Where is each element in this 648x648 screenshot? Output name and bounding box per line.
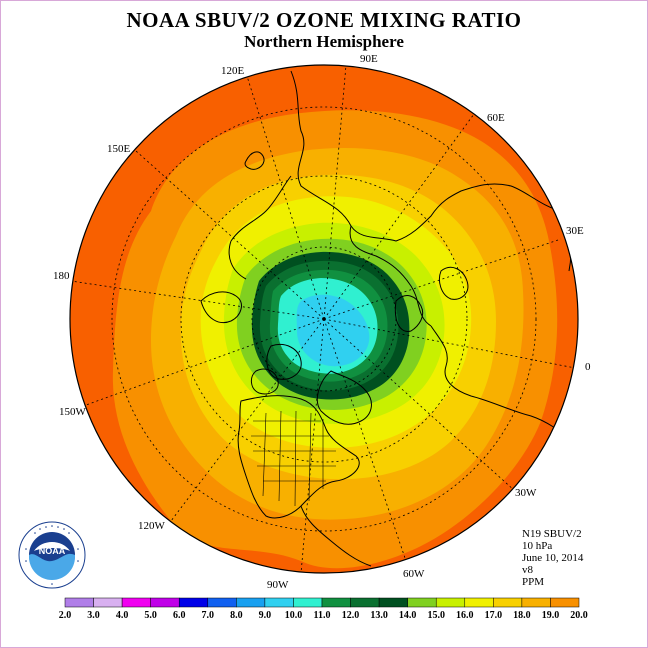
info-units: PPM [522, 576, 545, 588]
logo-text: NOAA [39, 546, 66, 556]
colorbar-tick-label: 3.0 [87, 610, 100, 621]
info-level: 10 hPa [522, 540, 553, 552]
info-satellite: N19 SBUV/2 [522, 528, 582, 540]
colorbar-labels: 2.0 3.0 4.0 5.0 6.0 7.0 8.0 9.0 10.0 11.0 12.0 13.0… [59, 610, 588, 621]
lon-label-150e: 150E [107, 143, 131, 155]
info-version: v8 [522, 564, 533, 576]
colorbar-tick-label: 10.0 [285, 610, 303, 621]
colorbar-tick-label: 15.0 [427, 610, 445, 621]
lon-label-60w: 60W [403, 568, 425, 580]
colorbar-swatch [150, 597, 180, 608]
colorbar-swatch [93, 597, 123, 608]
colorbar-swatch [64, 597, 94, 608]
lon-label-120w: 120W [138, 520, 166, 532]
contour-8-9 [296, 294, 370, 367]
colorbar-swatch [378, 597, 408, 608]
colorbar-tick-label: 6.0 [173, 610, 186, 621]
lon-label-150w: 150W [59, 406, 87, 418]
coastlines [200, 70, 572, 567]
colorbar-tick-label: 5.0 [144, 610, 157, 621]
colorbar-swatch [550, 597, 580, 608]
longitude-labels: 90E 60E 30E 0 30W 60W 90W 120W 150W 180 … [53, 53, 591, 591]
colorbar-swatch [321, 597, 351, 608]
map-subtitle: Northern Hemisphere [244, 32, 404, 51]
colorbar-tick-label: 4.0 [116, 610, 129, 621]
colorbar-swatch [264, 597, 294, 608]
lon-label-60e: 60E [487, 112, 505, 124]
colorbar-tick-label: 12.0 [342, 610, 360, 621]
lon-label-90w: 90W [267, 579, 289, 591]
ozone-field [70, 65, 578, 573]
colorbar-swatch [493, 597, 523, 608]
lon-label-120e: 120E [221, 65, 245, 77]
colorbar-swatches [64, 597, 580, 608]
colorbar-tick-label: 8.0 [230, 610, 243, 621]
colorbar-swatch [236, 597, 266, 608]
colorbar-tick-label: 14.0 [399, 610, 417, 621]
colorbar-swatch [293, 597, 323, 608]
product-info: N19 SBUV/2 10 hPa June 10, 2014 v8 PPM [522, 528, 583, 588]
map-boundary [69, 64, 579, 574]
colorbar-tick-label: 19.0 [542, 610, 560, 621]
colorbar-swatch [178, 597, 209, 608]
colorbar-tick-label: 9.0 [259, 610, 272, 621]
colorbar-tick-label: 7.0 [202, 610, 215, 621]
colorbar-tick-label: 20.0 [570, 610, 588, 621]
lon-label-90e: 90E [360, 53, 378, 65]
noaa-logo: NOAA [18, 521, 86, 589]
lon-label-30e: 30E [566, 225, 584, 237]
info-date: June 10, 2014 [522, 552, 584, 564]
colorbar-swatch [350, 597, 380, 608]
colorbar-swatch [464, 597, 494, 608]
colorbar-swatch [121, 597, 151, 608]
colorbar-tick-label: 16.0 [456, 610, 474, 621]
colorbar-tick-label: 11.0 [314, 610, 331, 621]
colorbar-swatch [207, 597, 237, 608]
map-title: NOAA SBUV/2 OZONE MIXING RATIO [126, 8, 522, 32]
state-boundaries [251, 410, 336, 507]
lon-label-30w: 30W [515, 487, 537, 499]
lon-label-0: 0 [585, 361, 591, 373]
longitude-meridians [70, 65, 576, 573]
colorbar-swatch [521, 597, 551, 608]
colorbar-swatch [407, 597, 437, 608]
colorbar-swatch [435, 597, 466, 608]
colorbar-tick-label: 17.0 [485, 610, 503, 621]
colorbar-tick-label: 18.0 [513, 610, 531, 621]
lon-label-180: 180 [53, 270, 70, 282]
colorbar-tick-label: 13.0 [370, 610, 388, 621]
colorbar-tick-label: 2.0 [59, 610, 72, 621]
